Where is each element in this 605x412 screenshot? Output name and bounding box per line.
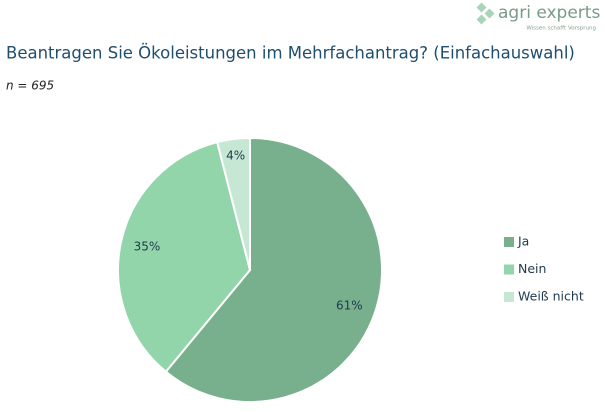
chart-subtitle: n = 695 [6,79,54,93]
legend-label: Weiß nicht [518,289,584,304]
legend-label: Ja [517,234,529,249]
legend-swatch [504,292,514,302]
pie-slice [215,136,251,271]
legend-swatch [504,237,514,247]
logo-name: agri experts [498,3,600,23]
chart-title: Beantragen Sie Ökoleistungen im Mehrfach… [6,44,575,63]
pie-slice [164,136,383,403]
data-label: 4% [226,149,245,163]
logo-icon [476,2,495,25]
legend-swatch [504,264,514,275]
data-label: 35% [134,239,161,253]
pie-slice [117,140,252,374]
data-label: 61% [336,298,363,312]
legend-label: Nein [518,261,546,276]
logo-tagline: Wissen schafft Vorsprung [526,26,596,32]
